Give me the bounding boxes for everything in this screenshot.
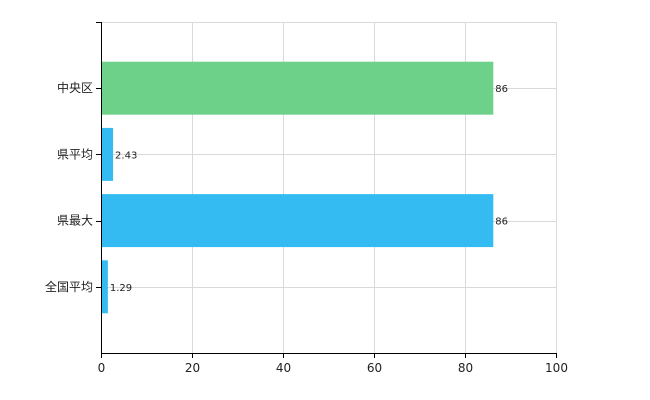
data-label: 2.43 — [115, 150, 137, 161]
data-label: 86 — [495, 84, 508, 95]
axes — [96, 22, 557, 358]
x-tick-label: 40 — [276, 361, 291, 375]
x-tick-label: 20 — [185, 361, 200, 375]
x-tick-label: 100 — [545, 361, 568, 375]
y-tick-label: 県平均 — [57, 147, 93, 161]
y-tick-label: 中央区 — [57, 80, 93, 95]
x-tick-label: 0 — [98, 361, 106, 375]
data-label: 1.29 — [110, 283, 132, 294]
y-tick-label: 県最大 — [57, 214, 93, 228]
bar — [102, 260, 108, 314]
x-tick-label: 60 — [367, 361, 382, 375]
y-tick-label: 全国平均 — [45, 279, 93, 294]
labels: 0 20 40 60 80 100 中央区 86 県平均 2.43 県最大 86 全国平均 1.29 — [45, 80, 568, 375]
bar — [102, 61, 494, 115]
data-label: 86 — [495, 217, 508, 228]
bar — [102, 127, 114, 181]
bars — [102, 61, 494, 314]
x-tick-label: 80 — [458, 361, 473, 375]
bar — [102, 194, 494, 248]
